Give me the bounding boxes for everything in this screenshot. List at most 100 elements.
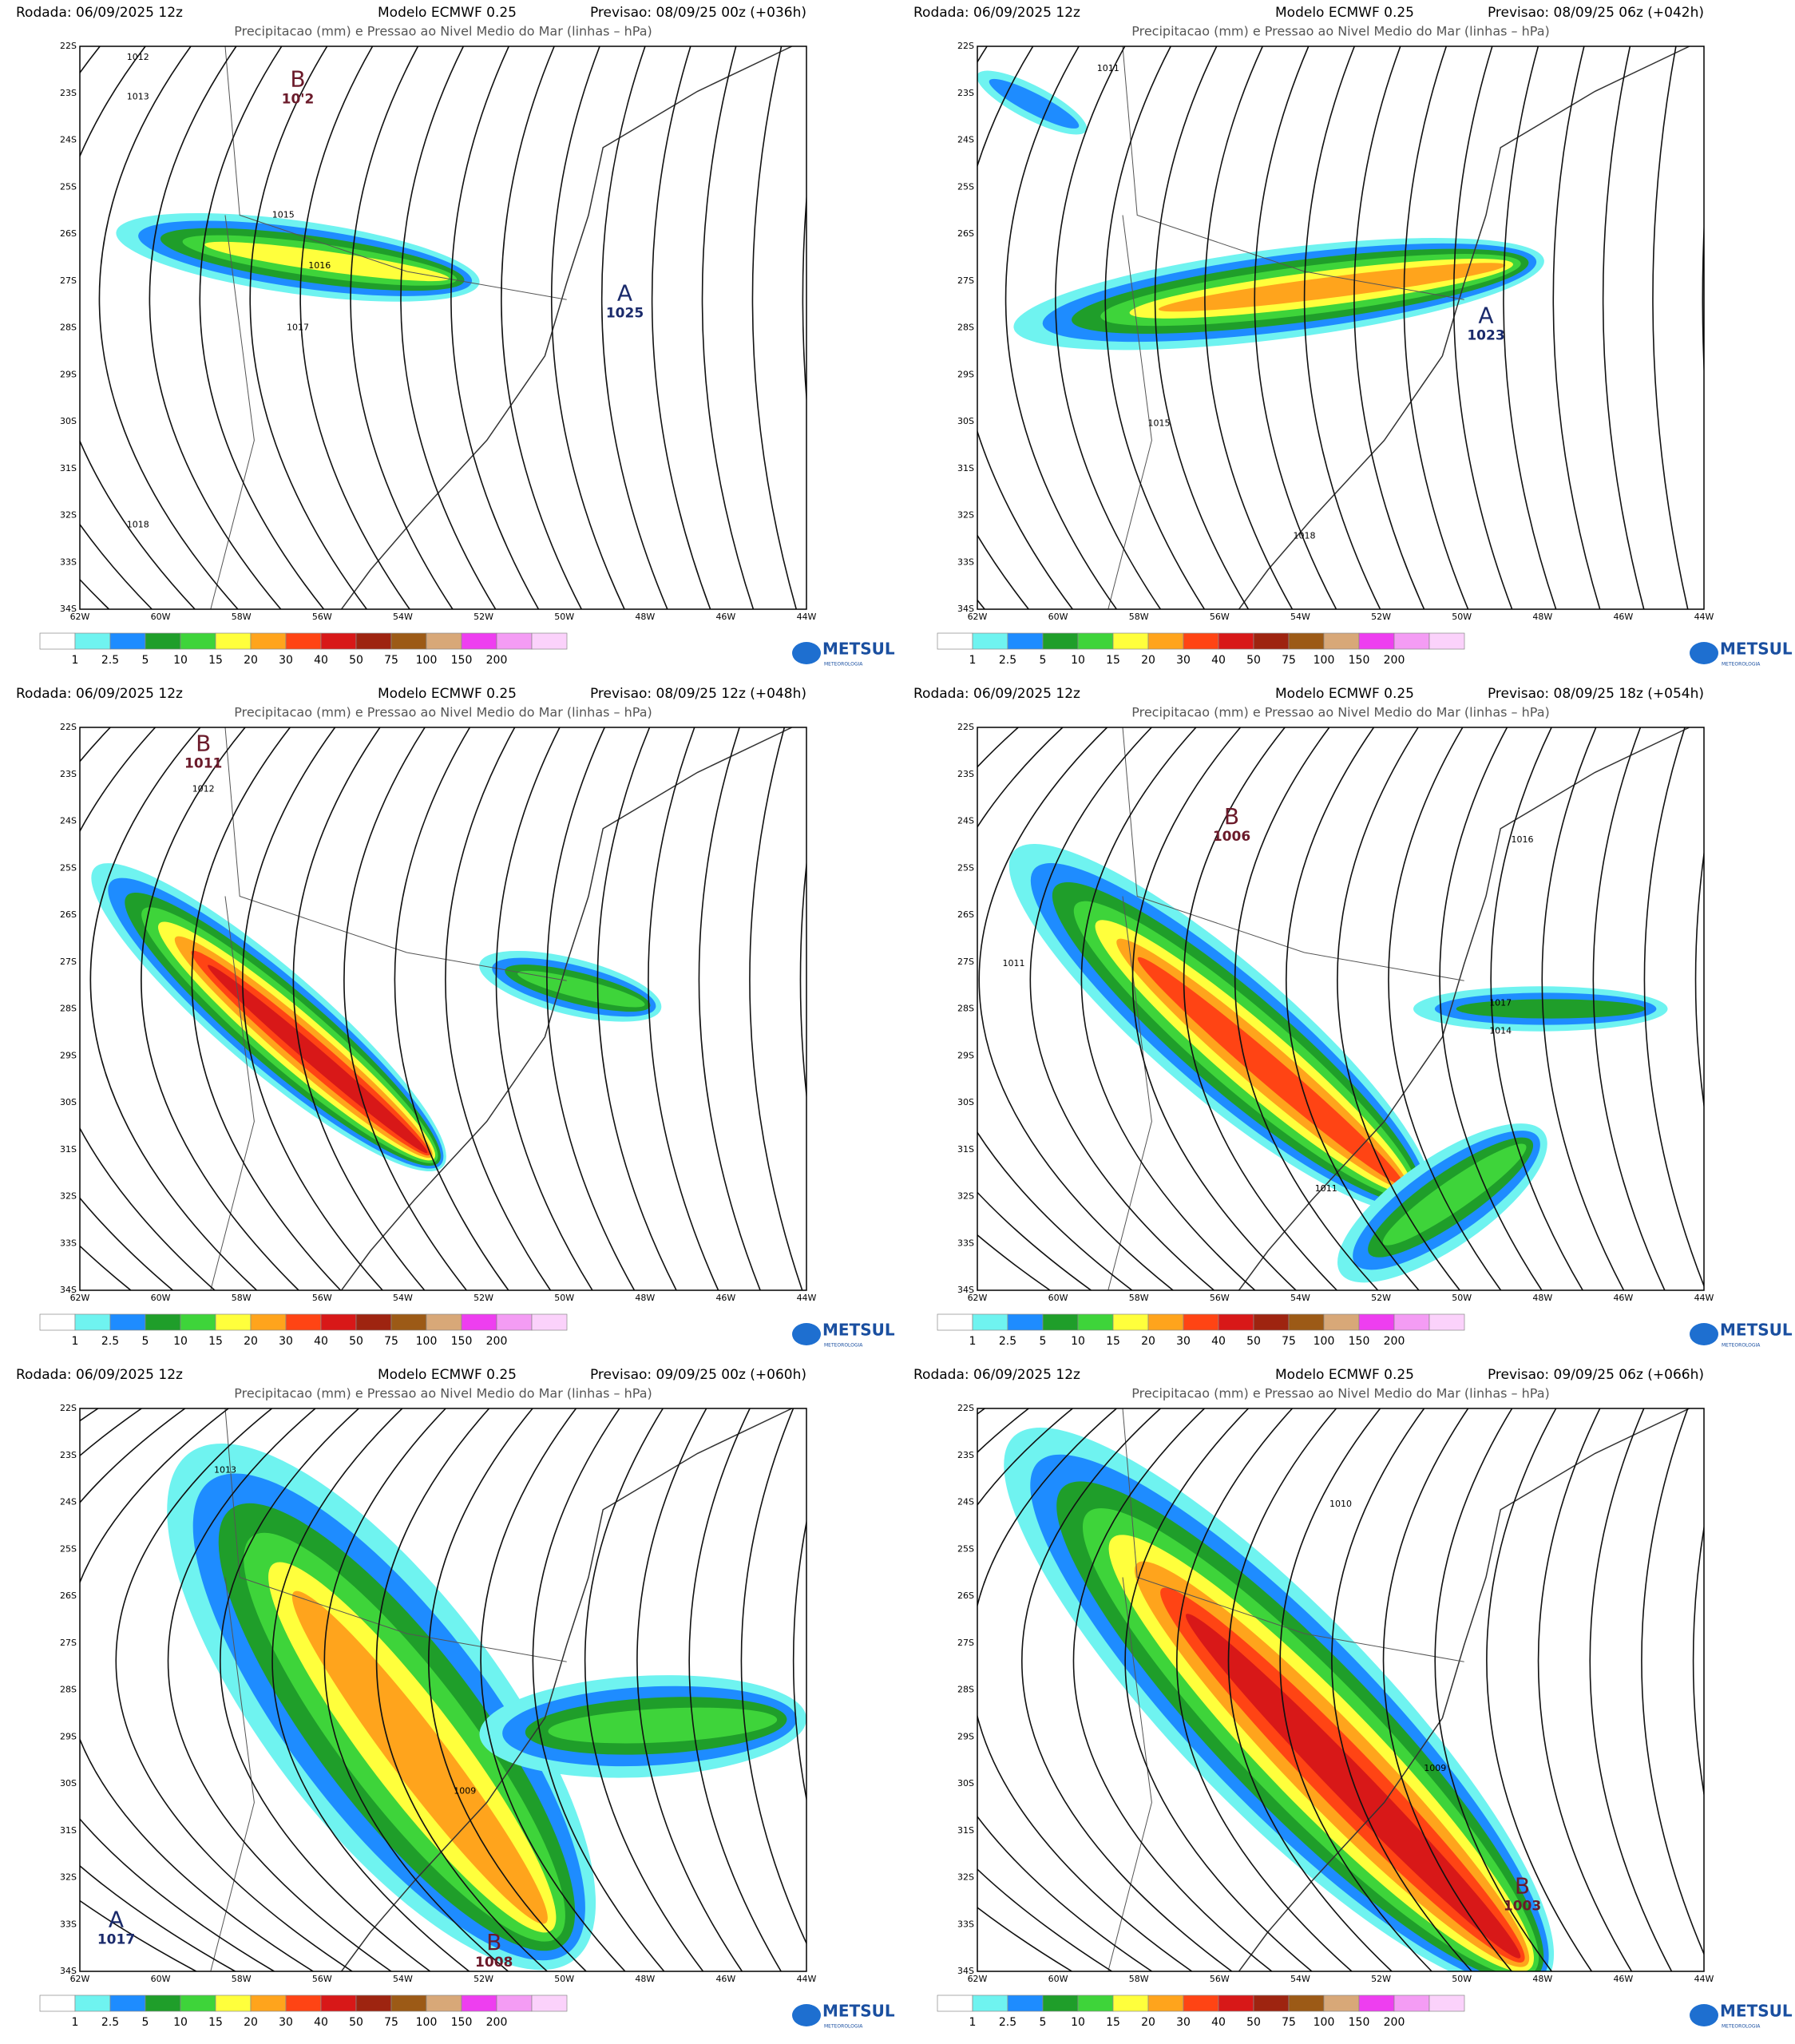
isobar bbox=[89, 727, 258, 1290]
legend-swatch bbox=[1007, 1994, 1044, 2012]
run-label: Rodada: 06/09/2025 12z bbox=[913, 5, 1080, 21]
map-area bbox=[977, 1408, 1704, 1971]
lat-label: 24S bbox=[60, 816, 77, 826]
isobar bbox=[977, 727, 1092, 1290]
lat-label: 24S bbox=[957, 1497, 974, 1507]
isobar bbox=[80, 46, 153, 609]
logo-globe bbox=[1690, 2004, 1718, 2026]
logo-subtext: METEOROLOGIA bbox=[1722, 662, 1761, 667]
isobar bbox=[98, 46, 239, 609]
precip-area bbox=[1382, 1143, 1527, 1246]
run-label: Rodada: 06/09/2025 12z bbox=[913, 1367, 1080, 1383]
isobar bbox=[1486, 1408, 1593, 1971]
model-label: Modelo ECMWF 0.25 bbox=[1275, 5, 1414, 21]
forecast-label: Previsao: 09/09/25 00z (+060h) bbox=[590, 1367, 806, 1383]
lat-label: 26S bbox=[957, 909, 974, 920]
legend-label: 15 bbox=[208, 2016, 223, 2029]
isobar bbox=[749, 727, 803, 1290]
legend-label: 30 bbox=[279, 654, 293, 667]
lon-label: 58W bbox=[1129, 1974, 1149, 1984]
map-subtitle: Precipitacao (mm) e Pressao ao Nivel Med… bbox=[1131, 1386, 1550, 1401]
lat-label: 28S bbox=[957, 323, 974, 333]
lat-label: 27S bbox=[60, 957, 77, 967]
legend-label: 100 bbox=[416, 654, 438, 667]
lon-label: 56W bbox=[312, 612, 332, 622]
lat-label: 27S bbox=[957, 275, 974, 286]
isobar bbox=[977, 46, 1073, 609]
map-panel: Rodada: 06/09/2025 12z Modelo ECMWF 0.25 P… bbox=[16, 5, 895, 667]
isobar bbox=[1080, 727, 1256, 1290]
logo-subtext: METEOROLOGIA bbox=[824, 2024, 863, 2030]
lat-label: 32S bbox=[957, 1872, 974, 1883]
precip-area bbox=[989, 78, 1080, 129]
pressure-center-value: 1017 bbox=[97, 1932, 135, 1948]
legend-label: 100 bbox=[1314, 1335, 1335, 1348]
legend-label: 20 bbox=[244, 654, 258, 667]
legend-swatch bbox=[1323, 1994, 1360, 2012]
map-frame bbox=[977, 727, 1705, 1291]
logo-text: METSUL bbox=[822, 2002, 895, 2021]
lat-label: 32S bbox=[60, 1191, 77, 1202]
legend-swatch bbox=[1218, 632, 1254, 650]
isobar bbox=[80, 1408, 314, 1971]
lat-label: 22S bbox=[957, 41, 974, 51]
lon-label: 44W bbox=[1694, 1293, 1714, 1303]
isobar bbox=[651, 46, 711, 609]
isobar bbox=[600, 46, 668, 609]
isobar bbox=[400, 46, 497, 609]
legend-label: 15 bbox=[1106, 1335, 1120, 1348]
legend-label: 75 bbox=[384, 2016, 398, 2029]
legend-label: 100 bbox=[1314, 2016, 1335, 2029]
legend-label: 10 bbox=[173, 2016, 188, 2029]
lat-label: 30S bbox=[60, 1778, 77, 1788]
legend-swatch bbox=[1358, 632, 1395, 650]
legend-swatch bbox=[1183, 1313, 1219, 1331]
lat-label: 34S bbox=[957, 604, 974, 614]
lat-label: 25S bbox=[60, 862, 77, 873]
legend-swatch bbox=[1042, 632, 1079, 650]
run-label: Rodada: 06/09/2025 12z bbox=[16, 686, 183, 702]
lon-label: 48W bbox=[635, 1974, 655, 1984]
lat-label: 26S bbox=[60, 1590, 77, 1601]
model-label: Modelo ECMWF 0.25 bbox=[1275, 1367, 1414, 1383]
lon-label: 58W bbox=[232, 1974, 252, 1984]
isobar bbox=[546, 727, 636, 1290]
legend-swatch bbox=[355, 632, 392, 650]
isobar bbox=[271, 1408, 470, 1971]
isobar bbox=[1439, 727, 1543, 1290]
lat-label: 29S bbox=[60, 1731, 77, 1741]
lat-label: 31S bbox=[60, 1825, 77, 1836]
legend-label: 40 bbox=[314, 1335, 328, 1348]
legend-label: 50 bbox=[1246, 2016, 1261, 2029]
isobar bbox=[375, 1408, 548, 1971]
lat-label: 28S bbox=[60, 323, 77, 333]
legend-swatch bbox=[180, 1994, 216, 2012]
logo-globe bbox=[792, 642, 821, 664]
map-subtitle: Precipitacao (mm) e Pressao ao Nivel Med… bbox=[1131, 705, 1550, 720]
lat-label: 25S bbox=[957, 1543, 974, 1554]
precip-area bbox=[1158, 263, 1506, 312]
legend-swatch bbox=[1077, 632, 1114, 650]
lat-label: 26S bbox=[957, 1590, 974, 1601]
pressure-center-letter: A bbox=[109, 1907, 124, 1933]
legend-swatch bbox=[145, 1313, 181, 1331]
legend-label: 40 bbox=[314, 654, 328, 667]
legend-label: 20 bbox=[1141, 2016, 1155, 2029]
forecast-label: Previsao: 08/09/25 06z (+042h) bbox=[1488, 5, 1704, 21]
legend-swatch bbox=[1428, 1313, 1465, 1331]
map-frame bbox=[977, 46, 1705, 610]
lon-label: 62W bbox=[70, 1974, 90, 1984]
legend-swatch bbox=[74, 1994, 111, 2012]
run-label: Rodada: 06/09/2025 12z bbox=[16, 5, 183, 21]
run-label: Rodada: 06/09/2025 12z bbox=[16, 1367, 183, 1383]
isobar bbox=[80, 727, 216, 1290]
map-subtitle: Precipitacao (mm) e Pressao ao Nivel Med… bbox=[234, 705, 652, 720]
lat-label: 24S bbox=[60, 135, 77, 145]
legend-swatch bbox=[937, 1994, 973, 2012]
legend-swatch bbox=[461, 1994, 497, 2012]
isobar bbox=[191, 727, 342, 1290]
legend-label: 5 bbox=[142, 654, 149, 667]
lon-label: 56W bbox=[312, 1974, 332, 1984]
legend-label: 30 bbox=[279, 1335, 293, 1348]
legend-swatch bbox=[531, 632, 568, 650]
